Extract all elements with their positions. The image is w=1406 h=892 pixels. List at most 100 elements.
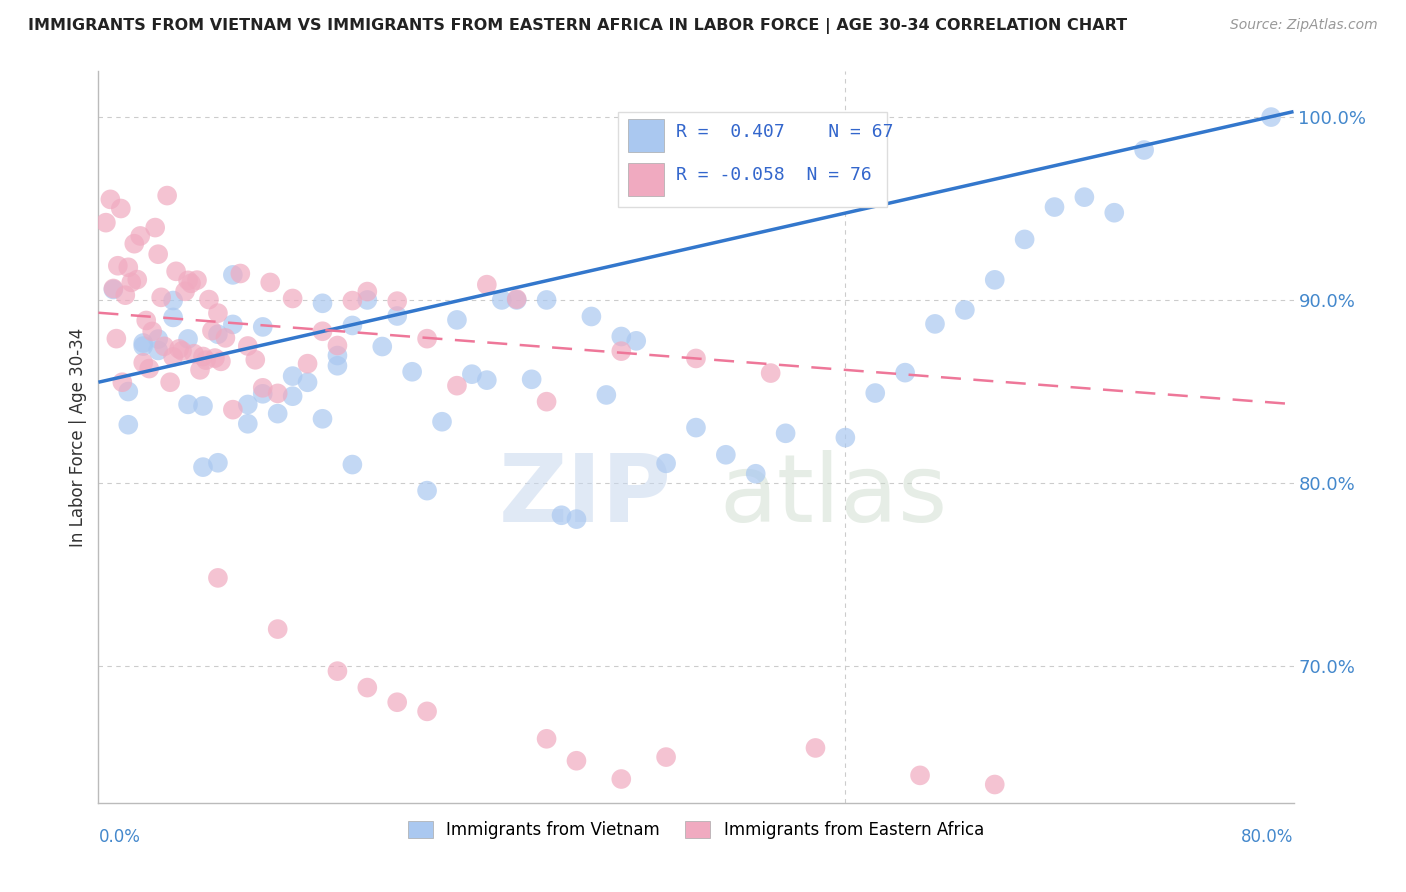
Point	[536, 731, 558, 746]
Point	[111, 375, 134, 389]
Point	[311, 296, 333, 310]
Point	[281, 389, 304, 403]
Point	[759, 366, 782, 380]
Point	[148, 343, 170, 358]
Point	[984, 273, 1007, 287]
Point	[129, 228, 152, 243]
Point	[127, 272, 149, 286]
Point	[150, 290, 173, 304]
FancyBboxPatch shape	[628, 119, 664, 152]
Point	[148, 332, 170, 346]
Point	[143, 220, 166, 235]
Point	[416, 483, 439, 498]
Point	[984, 777, 1007, 791]
Point	[714, 448, 737, 462]
Point	[132, 336, 155, 351]
Point	[195, 353, 218, 368]
Point	[191, 350, 214, 364]
Point	[222, 402, 245, 417]
Point	[1104, 205, 1126, 219]
Point	[506, 293, 529, 307]
Point	[214, 331, 236, 345]
Point	[236, 397, 259, 411]
Point	[610, 329, 633, 343]
Point	[475, 277, 498, 292]
Point	[416, 332, 439, 346]
Point	[162, 293, 184, 308]
Legend: Immigrants from Vietnam, Immigrants from Eastern Africa: Immigrants from Vietnam, Immigrants from…	[402, 814, 990, 846]
Point	[565, 754, 588, 768]
FancyBboxPatch shape	[628, 163, 664, 195]
Point	[148, 247, 170, 261]
Point	[267, 622, 290, 636]
Point	[229, 267, 252, 281]
Point	[610, 344, 633, 359]
Text: R =  0.407    N = 67: R = 0.407 N = 67	[676, 123, 893, 141]
Point	[326, 338, 349, 352]
Point	[183, 347, 205, 361]
Point	[252, 381, 274, 395]
Point	[311, 324, 333, 338]
Point	[117, 417, 139, 432]
Point	[326, 359, 349, 373]
Point	[685, 420, 707, 434]
Point	[536, 394, 558, 409]
Text: R = -0.058  N = 76: R = -0.058 N = 76	[676, 167, 872, 185]
Point	[105, 332, 128, 346]
Point	[191, 399, 214, 413]
Point	[446, 313, 468, 327]
Point	[174, 285, 197, 299]
Point	[141, 325, 163, 339]
Point	[775, 426, 797, 441]
Point	[342, 318, 364, 333]
Point	[1043, 200, 1066, 214]
Point	[1014, 232, 1036, 246]
Point	[167, 342, 190, 356]
Point	[117, 384, 139, 399]
Point	[207, 571, 229, 585]
FancyBboxPatch shape	[619, 112, 887, 207]
Point	[326, 664, 349, 678]
Point	[865, 386, 887, 401]
Point	[685, 351, 707, 366]
Point	[745, 467, 768, 481]
Point	[245, 352, 267, 367]
Point	[342, 458, 364, 472]
Point	[252, 386, 274, 401]
Point	[267, 407, 290, 421]
Y-axis label: In Labor Force | Age 30-34: In Labor Force | Age 30-34	[69, 327, 87, 547]
Point	[103, 283, 125, 297]
Point	[177, 397, 200, 411]
Point	[177, 332, 200, 346]
Point	[1073, 190, 1095, 204]
Text: 80.0%: 80.0%	[1241, 828, 1294, 846]
Point	[138, 361, 160, 376]
Point	[222, 318, 245, 332]
Point	[626, 334, 648, 348]
Point	[520, 372, 543, 386]
Point	[153, 339, 176, 353]
Point	[506, 292, 529, 306]
Point	[186, 273, 208, 287]
Point	[475, 373, 498, 387]
Point	[252, 319, 274, 334]
Point	[132, 356, 155, 370]
Point	[201, 324, 224, 338]
Point	[162, 310, 184, 325]
Point	[385, 695, 409, 709]
Point	[172, 343, 194, 358]
Point	[385, 294, 409, 309]
Point	[267, 386, 290, 401]
Point	[536, 293, 558, 307]
Point	[461, 367, 484, 381]
Text: atlas: atlas	[720, 450, 948, 541]
Point	[98, 193, 122, 207]
Point	[356, 293, 378, 307]
Point	[204, 351, 226, 365]
Point	[565, 512, 588, 526]
Text: 0.0%: 0.0%	[98, 828, 141, 846]
Point	[162, 350, 184, 364]
Text: Source: ZipAtlas.com: Source: ZipAtlas.com	[1230, 18, 1378, 32]
Point	[207, 327, 229, 342]
Point	[159, 375, 181, 389]
